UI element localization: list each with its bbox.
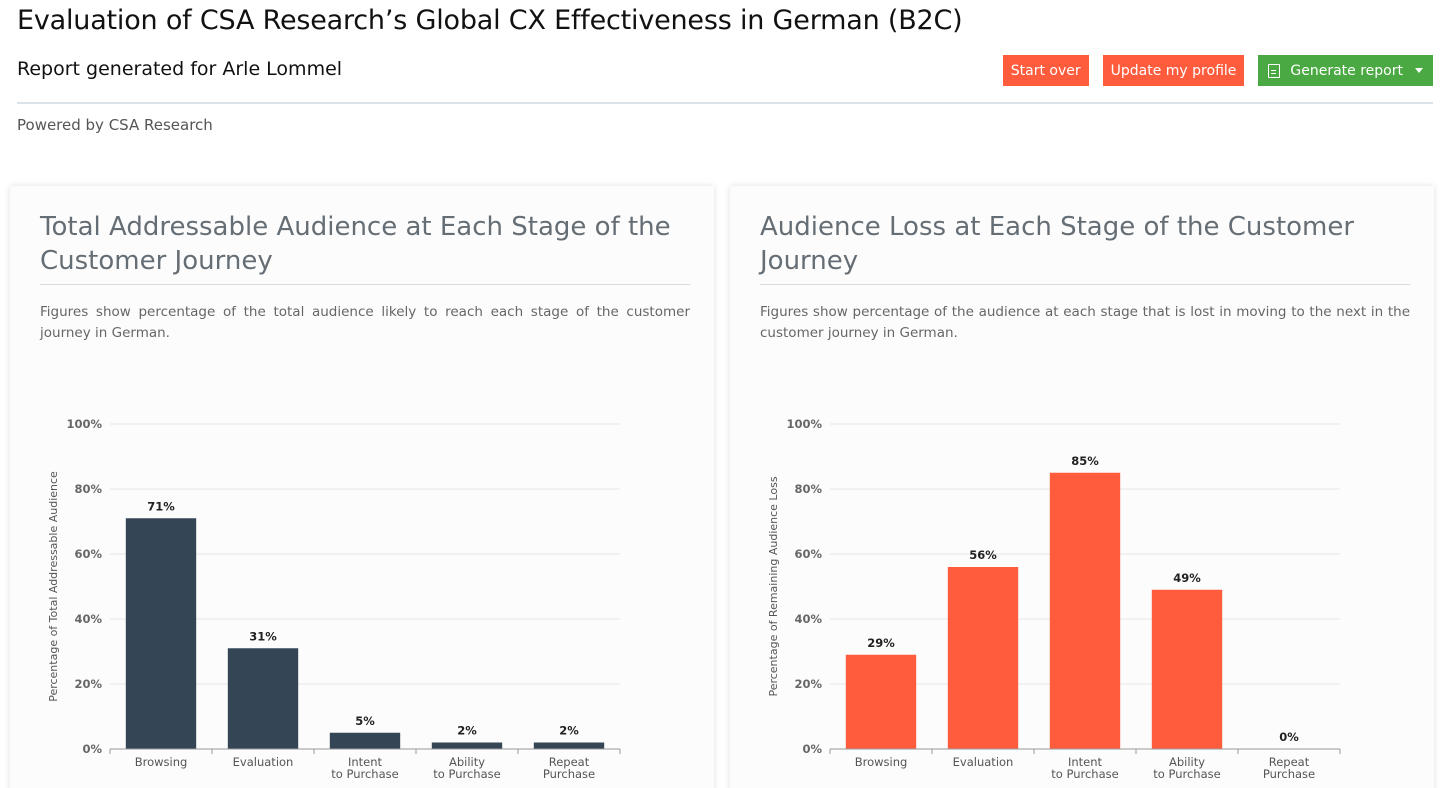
x-tick-label: Ability (449, 755, 485, 769)
panel-title: Audience Loss at Each Stage of the Custo… (760, 212, 1355, 276)
caret-down-icon (1415, 68, 1423, 73)
x-tick-label: Browsing (135, 755, 188, 769)
y-tick-label: 60% (74, 547, 102, 561)
x-tick-label: Intent (1068, 755, 1103, 769)
x-tick-label: Evaluation (953, 755, 1014, 769)
y-tick-label: 40% (794, 612, 822, 626)
header-actions: Start over Update my profile Generate re… (1002, 55, 1433, 86)
x-tick-label: Intent (348, 755, 383, 769)
bar (125, 518, 197, 749)
panel-title: Total Addressable Audience at Each Stage… (40, 212, 671, 276)
bar-chart-svg: 0% 20% 40% 60% 80% 100% Percentage of Remainin… (767, 417, 1341, 781)
audience-loss-chart: 0% 20% 40% 60% 80% 100% Percentage of Remainin… (730, 406, 1434, 788)
y-tick-label: 20% (794, 677, 822, 691)
update-profile-button[interactable]: Update my profile (1102, 55, 1245, 86)
data-label: 49% (1173, 571, 1201, 585)
bar-chart-svg: 0% 20% 40% 60% 80% 100% Percentage of Total Ad… (47, 417, 621, 781)
document-icon (1268, 63, 1281, 78)
x-tick-label: Repeat (1269, 755, 1310, 769)
data-label: 85% (1071, 454, 1099, 468)
y-axis-label: Percentage of Total Addressable Audience (47, 471, 60, 702)
x-tick-label: Browsing (855, 755, 908, 769)
panel-description: Figures show percentage of the total aud… (40, 304, 690, 341)
y-tick-label: 100% (786, 417, 822, 431)
y-tick-label: 80% (74, 482, 102, 496)
generate-report-label: Generate report (1290, 62, 1403, 79)
x-tick-label: to Purchase (331, 767, 398, 781)
x-tick-label: Repeat (549, 755, 590, 769)
generate-report-button[interactable]: Generate report (1258, 55, 1433, 86)
x-tick-label: to Purchase (1051, 767, 1118, 781)
data-label: 29% (867, 636, 895, 650)
bar (533, 742, 605, 749)
bar (845, 654, 917, 749)
data-label: 2% (457, 724, 477, 738)
y-tick-label: 0% (82, 742, 102, 756)
data-label: 71% (147, 499, 175, 513)
data-label: 2% (559, 724, 579, 738)
panel-description: Figures show percentage of the audience … (760, 304, 1410, 341)
update-profile-label: Update my profile (1110, 62, 1237, 79)
y-tick-label: 40% (74, 612, 102, 626)
x-tick-label: Purchase (1263, 767, 1315, 781)
y-tick-label: 100% (66, 417, 102, 431)
report-subtitle: Report generated for Arle Lommel (17, 58, 343, 80)
page-title: Evaluation of CSA Research’s Global CX E… (17, 5, 963, 36)
x-tick-label: Purchase (543, 767, 595, 781)
bar (1049, 472, 1121, 749)
data-label: 5% (355, 714, 375, 728)
y-tick-label: 0% (802, 742, 822, 756)
start-over-label: Start over (1010, 62, 1081, 79)
data-label: 0% (1279, 730, 1299, 744)
bar (431, 742, 503, 749)
x-tick-label: to Purchase (433, 767, 500, 781)
bar (227, 648, 299, 749)
panel-divider (760, 284, 1410, 285)
panel-divider (40, 284, 690, 285)
y-axis-label: Percentage of Remaining Audience Loss (767, 476, 780, 696)
bar (947, 567, 1019, 749)
x-tick-label: Evaluation (233, 755, 294, 769)
data-label: 31% (249, 629, 277, 643)
x-tick-label: Ability (1169, 755, 1205, 769)
bar (1151, 589, 1223, 749)
y-tick-label: 20% (74, 677, 102, 691)
total-audience-panel: Total Addressable Audience at Each Stage… (10, 186, 714, 788)
bar (329, 732, 401, 749)
total-audience-chart: 0% 20% 40% 60% 80% 100% Percentage of Total Ad… (10, 406, 714, 788)
x-tick-label: to Purchase (1153, 767, 1220, 781)
data-label: 56% (969, 548, 997, 562)
header-divider (17, 102, 1433, 104)
y-tick-label: 60% (794, 547, 822, 561)
audience-loss-panel: Audience Loss at Each Stage of the Custo… (730, 186, 1434, 788)
start-over-button[interactable]: Start over (1002, 55, 1089, 86)
y-tick-label: 80% (794, 482, 822, 496)
powered-by-text: Powered by CSA Research (17, 116, 213, 134)
